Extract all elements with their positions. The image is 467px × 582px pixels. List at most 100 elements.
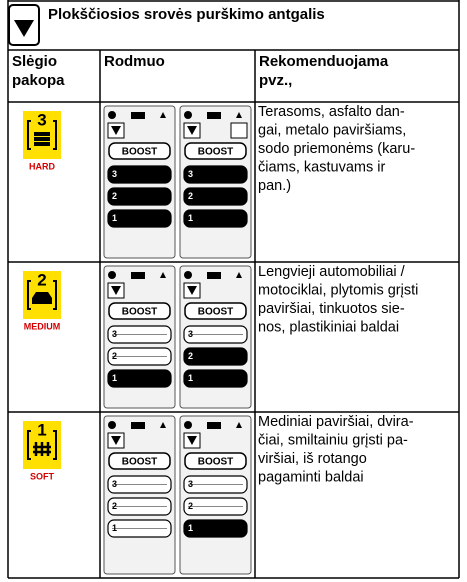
boost-button [108,142,171,160]
description-line: pagaminti baldai [258,469,364,485]
battery-icon [207,272,221,279]
description-line: paviršiai, tinkuotos sie- [258,301,405,317]
bar-number: 2 [112,501,117,511]
description-line: pan.) [258,178,291,194]
description-line: motociklai, plytomis grįsti [258,282,418,298]
bar-number: 1 [112,523,117,533]
pressure-bar [183,209,248,228]
bar-number: 1 [188,373,193,383]
description-line: Lengvieji automobiliai / [258,264,406,280]
bluetooth-icon [184,421,192,429]
bluetooth-icon [184,271,192,279]
boost-label: BOOST [122,457,158,468]
pressure-bar [183,165,248,184]
bar-number: 1 [188,213,193,223]
bar-number: 3 [188,169,193,179]
level-bracket [27,430,57,460]
nozzle-box [230,122,248,139]
bluetooth-icon [108,271,116,279]
bar-number: 1 [112,373,117,383]
bluetooth-icon [108,111,116,119]
boost-label: BOOST [198,147,234,158]
description-line: Mediniai paviršiai, dvira- [258,414,414,430]
battery-icon [131,422,145,429]
bar-number: 2 [112,351,117,361]
level-number: 3 [37,110,46,129]
description-line: čiams, kastuvams ir [258,159,385,175]
signal-icon [236,422,242,428]
signal-icon [160,422,166,428]
boost-button [184,452,247,470]
nozzle-triangle [187,436,197,445]
bar-number: 1 [112,213,117,223]
signal-icon [160,112,166,118]
nozzle-triangle [111,436,121,445]
battery-icon [131,272,145,279]
boost-label: BOOST [122,147,158,158]
level-bracket [27,280,57,310]
boost-label: BOOST [198,307,234,318]
bar-number: 2 [112,191,117,201]
bar-number: 1 [188,523,193,533]
signal-icon [160,272,166,278]
level-label: SOFT [30,471,55,481]
fence-symbol [33,442,51,456]
column-header: Rekomenduojama [259,53,389,70]
title: Plokščiosios srovės purškimo antgalis [48,6,325,23]
bar-number: 3 [112,479,117,489]
column-header: pakopa [12,72,65,89]
level-label: MEDIUM [24,321,61,331]
description-line: čiai, smiltainiu grįsti pa- [258,432,408,448]
bluetooth-icon [184,111,192,119]
description-line: gai, metalo paviršiams, [258,122,406,138]
pressure-bar [107,187,172,206]
description-line: Terasoms, asfalto dan- [258,104,405,120]
car-symbol [32,292,52,304]
boost-label: BOOST [122,307,158,318]
description-line: sodo priemonėms (karu- [258,141,415,157]
description-line: viršiai, iš rotango [258,451,367,467]
nozzle-triangle [187,286,197,295]
column-header: Rodmuo [104,53,165,70]
level-number: 1 [37,420,46,439]
bar-number: 3 [188,479,193,489]
brick-symbol [34,132,50,136]
description-line: nos, plastikiniai baldai [258,319,399,335]
column-header: Slėgio [12,53,57,70]
nozzle-triangle [111,286,121,295]
nozzle-triangle [111,126,121,135]
pressure-bar [107,209,172,228]
pressure-bar [107,165,172,184]
brick-symbol [34,137,50,141]
bar-number: 3 [112,169,117,179]
pressure-bar [183,519,248,538]
boost-button [108,452,171,470]
column-header: pvz., [259,72,292,89]
pressure-bar [183,369,248,388]
pressure-bar [183,187,248,206]
signal-icon [236,272,242,278]
nozzle-triangle [14,20,34,37]
pressure-bar [107,369,172,388]
boost-button [184,302,247,320]
battery-icon [207,112,221,119]
signal-icon [236,112,242,118]
level-bracket [27,120,57,150]
bar-number: 3 [188,329,193,339]
pressure-bar [183,347,248,366]
bar-number: 2 [188,501,193,511]
level-label: HARD [29,161,55,171]
brick-symbol [34,142,50,146]
battery-icon [207,422,221,429]
boost-button [184,142,247,160]
bar-number: 3 [112,329,117,339]
boost-label: BOOST [198,457,234,468]
bar-number: 2 [188,191,193,201]
bluetooth-icon [108,421,116,429]
level-number: 2 [37,270,46,289]
boost-button [108,302,171,320]
bar-number: 2 [188,351,193,361]
nozzle-triangle [187,126,197,135]
battery-icon [131,112,145,119]
